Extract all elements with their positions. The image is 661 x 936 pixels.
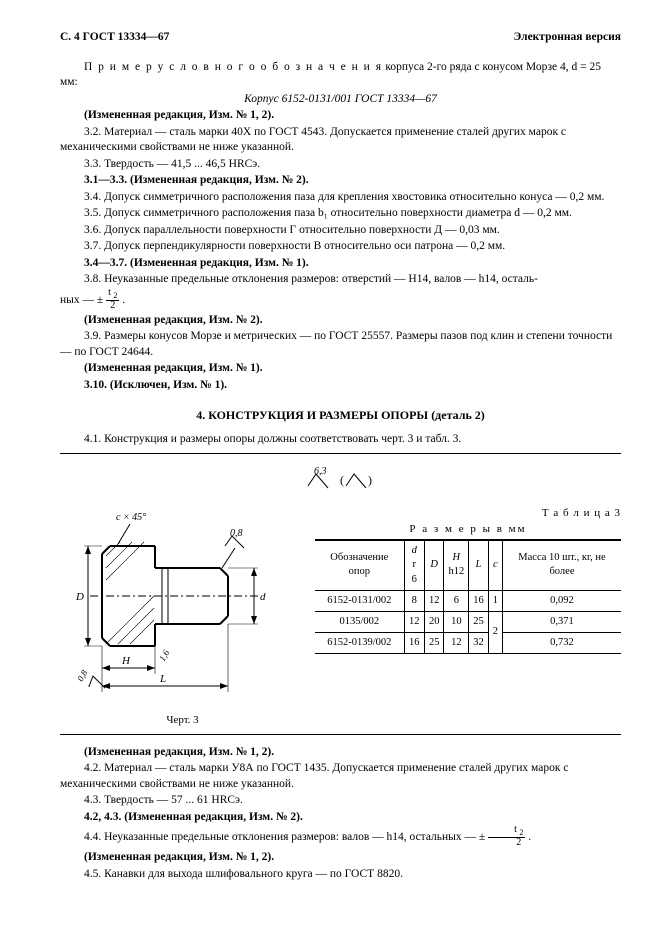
p-4-3: 4.3. Твердость — 57 ... 61 HRCэ. [60, 793, 621, 809]
ra-right-val: 0,8 [230, 528, 243, 539]
cell-c7-1: 0,371 [502, 611, 621, 632]
cell-c6-0: 1 [488, 590, 502, 611]
chamfer-label: с × 45° [116, 512, 146, 523]
p-3-9: 3.9. Размеры конусов Морзе и метрических… [60, 329, 621, 360]
th-H-b: h12 [448, 566, 464, 577]
table-super-header: Р а з м е р ы в мм [315, 522, 621, 540]
cell-c4-0: 6 [444, 590, 469, 611]
th-mass: Масса 10 шт., кг, не более [502, 541, 621, 591]
cell-c3-2: 25 [424, 633, 444, 654]
p-4-5: 4.5. Канавки для выхода шлифовального кр… [60, 867, 621, 883]
page: С. 4 ГОСТ 13334—67 Электронная версия П … [0, 0, 661, 936]
cell-c2-0: 8 [404, 590, 424, 611]
ra-bl-val: 0,8 [75, 667, 90, 682]
page-header: С. 4 ГОСТ 13334—67 Электронная версия [60, 30, 621, 46]
top-roughness-row: 6,3 ( ) [60, 464, 621, 496]
p-3-5: 3.5. Допуск симметричного расположения п… [60, 206, 621, 222]
cell-c1-0: 6152-0131/002 [315, 590, 404, 611]
p-3-4-3-7-note: 3.4—3.7. (Измененная редакция, Изм. № 1)… [60, 256, 621, 272]
fraction-t2-1: t 22 [106, 288, 119, 311]
drawing-chert-3: с × 45° 0,8 [60, 506, 305, 706]
p-3-8b: ных — ± [60, 294, 103, 306]
figure-caption: Черт. 3 [60, 713, 305, 728]
cell-c7-2: 0,732 [502, 633, 621, 654]
cell-c5-2: 32 [469, 633, 489, 654]
table-3: Обозначение опор d r 6 D H h12 L с Масса… [315, 540, 621, 654]
cell-c1-2: 6152-0139/002 [315, 633, 404, 654]
th-D: D [424, 541, 444, 591]
header-left: С. 4 ГОСТ 13334—67 [60, 30, 169, 46]
ra-value-top: 6,3 [314, 466, 327, 477]
dim-L: L [159, 673, 166, 685]
p-3-2: 3.2. Материал — сталь марки 40Х по ГОСТ … [60, 125, 621, 156]
cell-c5-0: 16 [469, 590, 489, 611]
p-4-4b: . [528, 832, 531, 844]
th-d: d r 6 [404, 541, 424, 591]
p-3-10: 3.10. (Исключен, Изм. № 1). [60, 378, 621, 394]
roughness-symbol-top: 6,3 ( ) [306, 464, 376, 490]
dim-D: D [75, 591, 84, 603]
example-code-line: Корпус 6152-0131/001 ГОСТ 13334—67 [60, 92, 621, 108]
example-designation: П р и м е р у с л о в н о г о о б о з н … [60, 60, 621, 91]
p-4-1: 4.1. Конструкция и размеры опоры должны … [60, 432, 621, 448]
p-4-2-4-3-note: 4.2, 4.3. (Измененная редакция, Изм. № 2… [60, 810, 621, 826]
th-d-a: d [412, 545, 417, 556]
p-3-6: 3.6. Допуск параллельности поверхности Г… [60, 223, 621, 239]
cell-c1-1: 0135/002 [315, 611, 404, 632]
table-row: 6152-0139/002 16 25 12 32 0,732 [315, 633, 621, 654]
section-4-title: 4. КОНСТРУКЦИЯ И РАЗМЕРЫ ОПОРЫ (деталь 2… [60, 407, 621, 423]
th-L: L [469, 541, 489, 591]
cell-c2-2: 16 [404, 633, 424, 654]
example-prefix: П р и м е р у с л о в н о г о о б о з н … [84, 61, 383, 73]
table-label: Т а б л и ц а 3 [315, 506, 621, 521]
p-3-9-note: (Измененная редакция, Изм. № 1). [60, 361, 621, 377]
dim-d: d [260, 591, 266, 603]
figure-column: с × 45° 0,8 [60, 506, 305, 728]
cell-c6-merge: 2 [488, 611, 502, 653]
cell-c3-1: 20 [424, 611, 444, 632]
p-3-7: 3.7. Допуск перпендикулярности поверхнос… [60, 239, 621, 255]
divider-top [60, 453, 621, 454]
section-4-title-text: 4. КОНСТРУКЦИЯ И РАЗМЕРЫ ОПОРЫ (деталь 2… [196, 408, 485, 422]
table-row: 6152-0131/002 8 12 6 16 1 0,092 [315, 590, 621, 611]
divider-bottom [60, 734, 621, 735]
p-3-8-wrap: 3.8. Неуказанные предельные отклонения р… [60, 272, 621, 312]
p-4-4: 4.4. Неуказанные предельные отклонения р… [60, 826, 621, 849]
table-header-row: Обозначение опор d r 6 D H h12 L с Масса… [315, 541, 621, 591]
cell-c7-0: 0,092 [502, 590, 621, 611]
p-4-4a: 4.4. Неуказанные предельные отклонения р… [84, 832, 485, 844]
tail-note-1-2: (Измененная редакция, Изм. № 1, 2). [60, 745, 621, 761]
fraction-t2-2: t 22 [488, 825, 525, 848]
cell-c4-2: 12 [444, 633, 469, 654]
dim-1-6: 1,6 [157, 647, 172, 662]
figure-and-table-row: с × 45° 0,8 [60, 506, 621, 728]
header-right: Электронная версия [513, 30, 621, 46]
th-H: H h12 [444, 541, 469, 591]
open-paren: ( [340, 473, 344, 487]
note-1-2: (Измененная редакция, Изм. № 1, 2). [60, 108, 621, 124]
cell-c4-1: 10 [444, 611, 469, 632]
p-4-2: 4.2. Материал — сталь марки У8А по ГОСТ … [60, 761, 621, 792]
p-4-4-note: (Измененная редакция, Изм. № 1, 2). [60, 850, 621, 866]
p-3-3: 3.3. Твердость — 41,5 ... 46,5 HRCэ. [60, 157, 621, 173]
p-3-1-3-3-note: 3.1—3.3. (Измененная редакция, Изм. № 2)… [60, 173, 621, 189]
th-c: с [488, 541, 502, 591]
cell-c5-1: 25 [469, 611, 489, 632]
cell-c3-0: 12 [424, 590, 444, 611]
p-3-8a: 3.8. Неуказанные предельные отклонения р… [60, 272, 621, 288]
table-row: 0135/002 12 20 10 25 2 0,371 [315, 611, 621, 632]
p-3-8-note: (Измененная редакция, Изм. № 2). [60, 313, 621, 329]
p-3-4: 3.4. Допуск симметричного расположения п… [60, 190, 621, 206]
cell-c2-1: 12 [404, 611, 424, 632]
th-obozn: Обозначение опор [315, 541, 404, 591]
p-3-8c: . [122, 294, 125, 306]
th-d-b: r 6 [412, 559, 417, 584]
th-H-a: H [453, 552, 461, 563]
close-paren: ) [368, 473, 372, 487]
dim-H: H [121, 655, 131, 667]
table-column: Т а б л и ц а 3 Р а з м е р ы в мм Обозн… [315, 506, 621, 655]
